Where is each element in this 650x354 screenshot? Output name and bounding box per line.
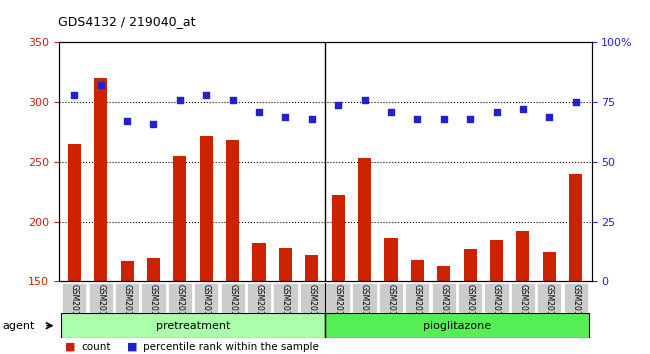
- Text: GSM201838: GSM201838: [413, 284, 422, 330]
- Bar: [516, 231, 530, 281]
- Bar: [511, 283, 535, 313]
- Point: [571, 99, 581, 105]
- Point: [96, 82, 106, 88]
- Text: GSM201844: GSM201844: [571, 284, 580, 330]
- Text: pretreatment: pretreatment: [156, 321, 230, 331]
- Bar: [332, 195, 344, 281]
- Text: ■: ■: [127, 342, 137, 352]
- Text: GSM201834: GSM201834: [307, 284, 317, 330]
- Bar: [273, 283, 298, 313]
- Text: percentile rank within the sample: percentile rank within the sample: [143, 342, 319, 352]
- Text: count: count: [81, 342, 110, 352]
- Point: [175, 97, 185, 103]
- Bar: [279, 248, 292, 281]
- Point: [254, 109, 265, 115]
- Point: [465, 116, 475, 122]
- Text: GSM201830: GSM201830: [202, 284, 211, 330]
- Point: [412, 116, 423, 122]
- Bar: [168, 283, 192, 313]
- Text: GSM201833: GSM201833: [281, 284, 290, 330]
- Bar: [62, 283, 86, 313]
- Bar: [490, 240, 503, 281]
- Text: GSM201542: GSM201542: [70, 284, 79, 330]
- Bar: [252, 243, 266, 281]
- Text: GSM201545: GSM201545: [149, 284, 158, 330]
- Text: GSM201840: GSM201840: [465, 284, 474, 330]
- Point: [544, 114, 554, 119]
- Text: agent: agent: [3, 321, 35, 331]
- Text: GSM201841: GSM201841: [492, 284, 501, 330]
- Point: [227, 97, 238, 103]
- Bar: [306, 255, 318, 281]
- Bar: [194, 283, 218, 313]
- Point: [201, 92, 211, 98]
- Point: [385, 109, 396, 115]
- Point: [333, 102, 343, 108]
- Bar: [358, 158, 371, 281]
- Text: GSM201839: GSM201839: [439, 284, 448, 330]
- Point: [69, 92, 79, 98]
- Point: [148, 121, 159, 127]
- Text: GDS4132 / 219040_at: GDS4132 / 219040_at: [58, 15, 196, 28]
- Text: GSM201842: GSM201842: [519, 284, 527, 330]
- Text: GSM201831: GSM201831: [228, 284, 237, 330]
- Bar: [200, 136, 213, 281]
- Bar: [432, 283, 456, 313]
- Bar: [220, 283, 245, 313]
- Point: [517, 107, 528, 112]
- Point: [359, 97, 370, 103]
- Bar: [61, 313, 325, 338]
- Bar: [326, 283, 350, 313]
- Bar: [247, 283, 271, 313]
- Text: GSM201544: GSM201544: [123, 284, 131, 330]
- Bar: [115, 283, 139, 313]
- Text: GSM201836: GSM201836: [360, 284, 369, 330]
- Bar: [226, 141, 239, 281]
- Point: [280, 114, 291, 119]
- Bar: [88, 283, 113, 313]
- Text: GSM201843: GSM201843: [545, 284, 554, 330]
- Bar: [569, 174, 582, 281]
- Bar: [68, 144, 81, 281]
- Bar: [141, 283, 166, 313]
- Text: ■: ■: [65, 342, 75, 352]
- Point: [491, 109, 502, 115]
- Bar: [564, 283, 588, 313]
- Bar: [379, 283, 403, 313]
- Bar: [352, 283, 377, 313]
- Bar: [94, 78, 107, 281]
- Text: GSM201543: GSM201543: [96, 284, 105, 330]
- Bar: [537, 283, 562, 313]
- Bar: [411, 260, 424, 281]
- Bar: [147, 257, 160, 281]
- Point: [122, 119, 133, 124]
- Bar: [384, 239, 398, 281]
- Bar: [300, 283, 324, 313]
- Bar: [325, 313, 589, 338]
- Point: [439, 116, 449, 122]
- Bar: [484, 283, 509, 313]
- Bar: [174, 156, 187, 281]
- Text: pioglitazone: pioglitazone: [423, 321, 491, 331]
- Bar: [458, 283, 482, 313]
- Bar: [120, 261, 134, 281]
- Text: GSM201829: GSM201829: [176, 284, 185, 330]
- Bar: [543, 252, 556, 281]
- Bar: [405, 283, 430, 313]
- Text: GSM201837: GSM201837: [387, 284, 395, 330]
- Text: GSM201835: GSM201835: [333, 284, 343, 330]
- Bar: [437, 266, 450, 281]
- Text: GSM201832: GSM201832: [255, 284, 263, 330]
- Bar: [463, 249, 476, 281]
- Point: [307, 116, 317, 122]
